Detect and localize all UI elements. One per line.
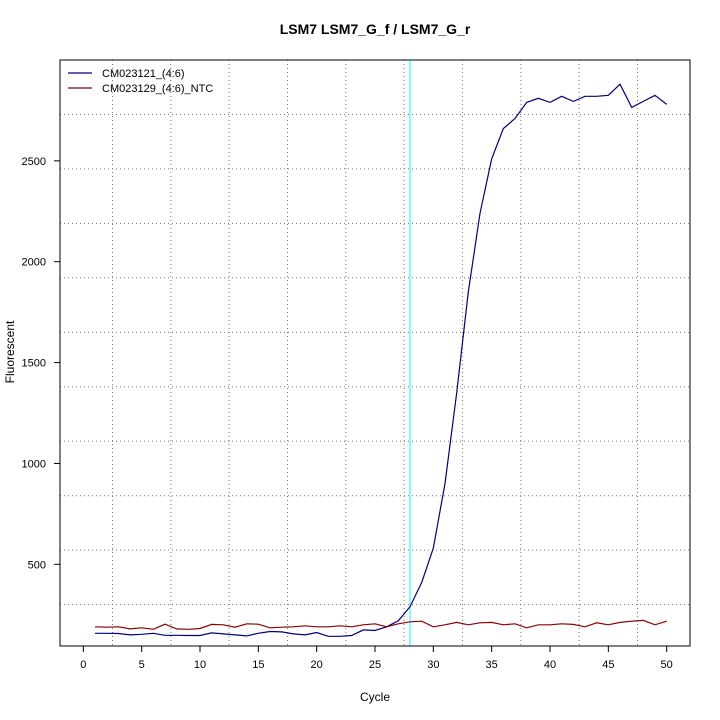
y-axis: 500 1000 1500 2000 2500 xyxy=(22,156,60,571)
x-tick-label: 20 xyxy=(311,659,323,671)
series-lines xyxy=(94,83,668,637)
x-tick-label: 15 xyxy=(252,659,264,671)
x-tick-label: 30 xyxy=(427,659,439,671)
x-tick-label: 0 xyxy=(80,659,86,671)
y-tick-label: 1500 xyxy=(22,358,46,370)
legend: CM023121_(4:6) CM023129_(4:6)_NTC xyxy=(68,68,213,95)
legend-label: CM023129_(4:6)_NTC xyxy=(102,83,213,95)
y-tick-label: 2500 xyxy=(22,156,46,168)
y-axis-label: Fluorescent xyxy=(3,320,17,383)
plot-frame xyxy=(59,59,691,647)
y-tick-label: 2000 xyxy=(22,257,46,269)
x-tick-label: 10 xyxy=(194,659,206,671)
x-tick-label: 35 xyxy=(486,659,498,671)
x-tick-label: 50 xyxy=(661,659,673,671)
series-line-2 xyxy=(94,619,667,630)
x-tick-label: 25 xyxy=(369,659,381,671)
x-tick-label: 5 xyxy=(139,659,145,671)
y-tick-label: 1000 xyxy=(22,458,46,470)
x-tick-label: 45 xyxy=(602,659,614,671)
x-tick-label: 40 xyxy=(544,659,556,671)
chart-title: LSM7 LSM7_G_f / LSM7_G_r xyxy=(280,21,471,37)
grid xyxy=(60,60,690,646)
x-axis: 0 5 10 15 20 25 30 35 40 45 50 xyxy=(80,646,673,671)
legend-label: CM023121_(4:6) xyxy=(102,68,185,80)
x-axis-label: Cycle xyxy=(360,690,390,704)
series-line-1 xyxy=(95,83,668,637)
y-tick-label: 500 xyxy=(28,559,46,571)
